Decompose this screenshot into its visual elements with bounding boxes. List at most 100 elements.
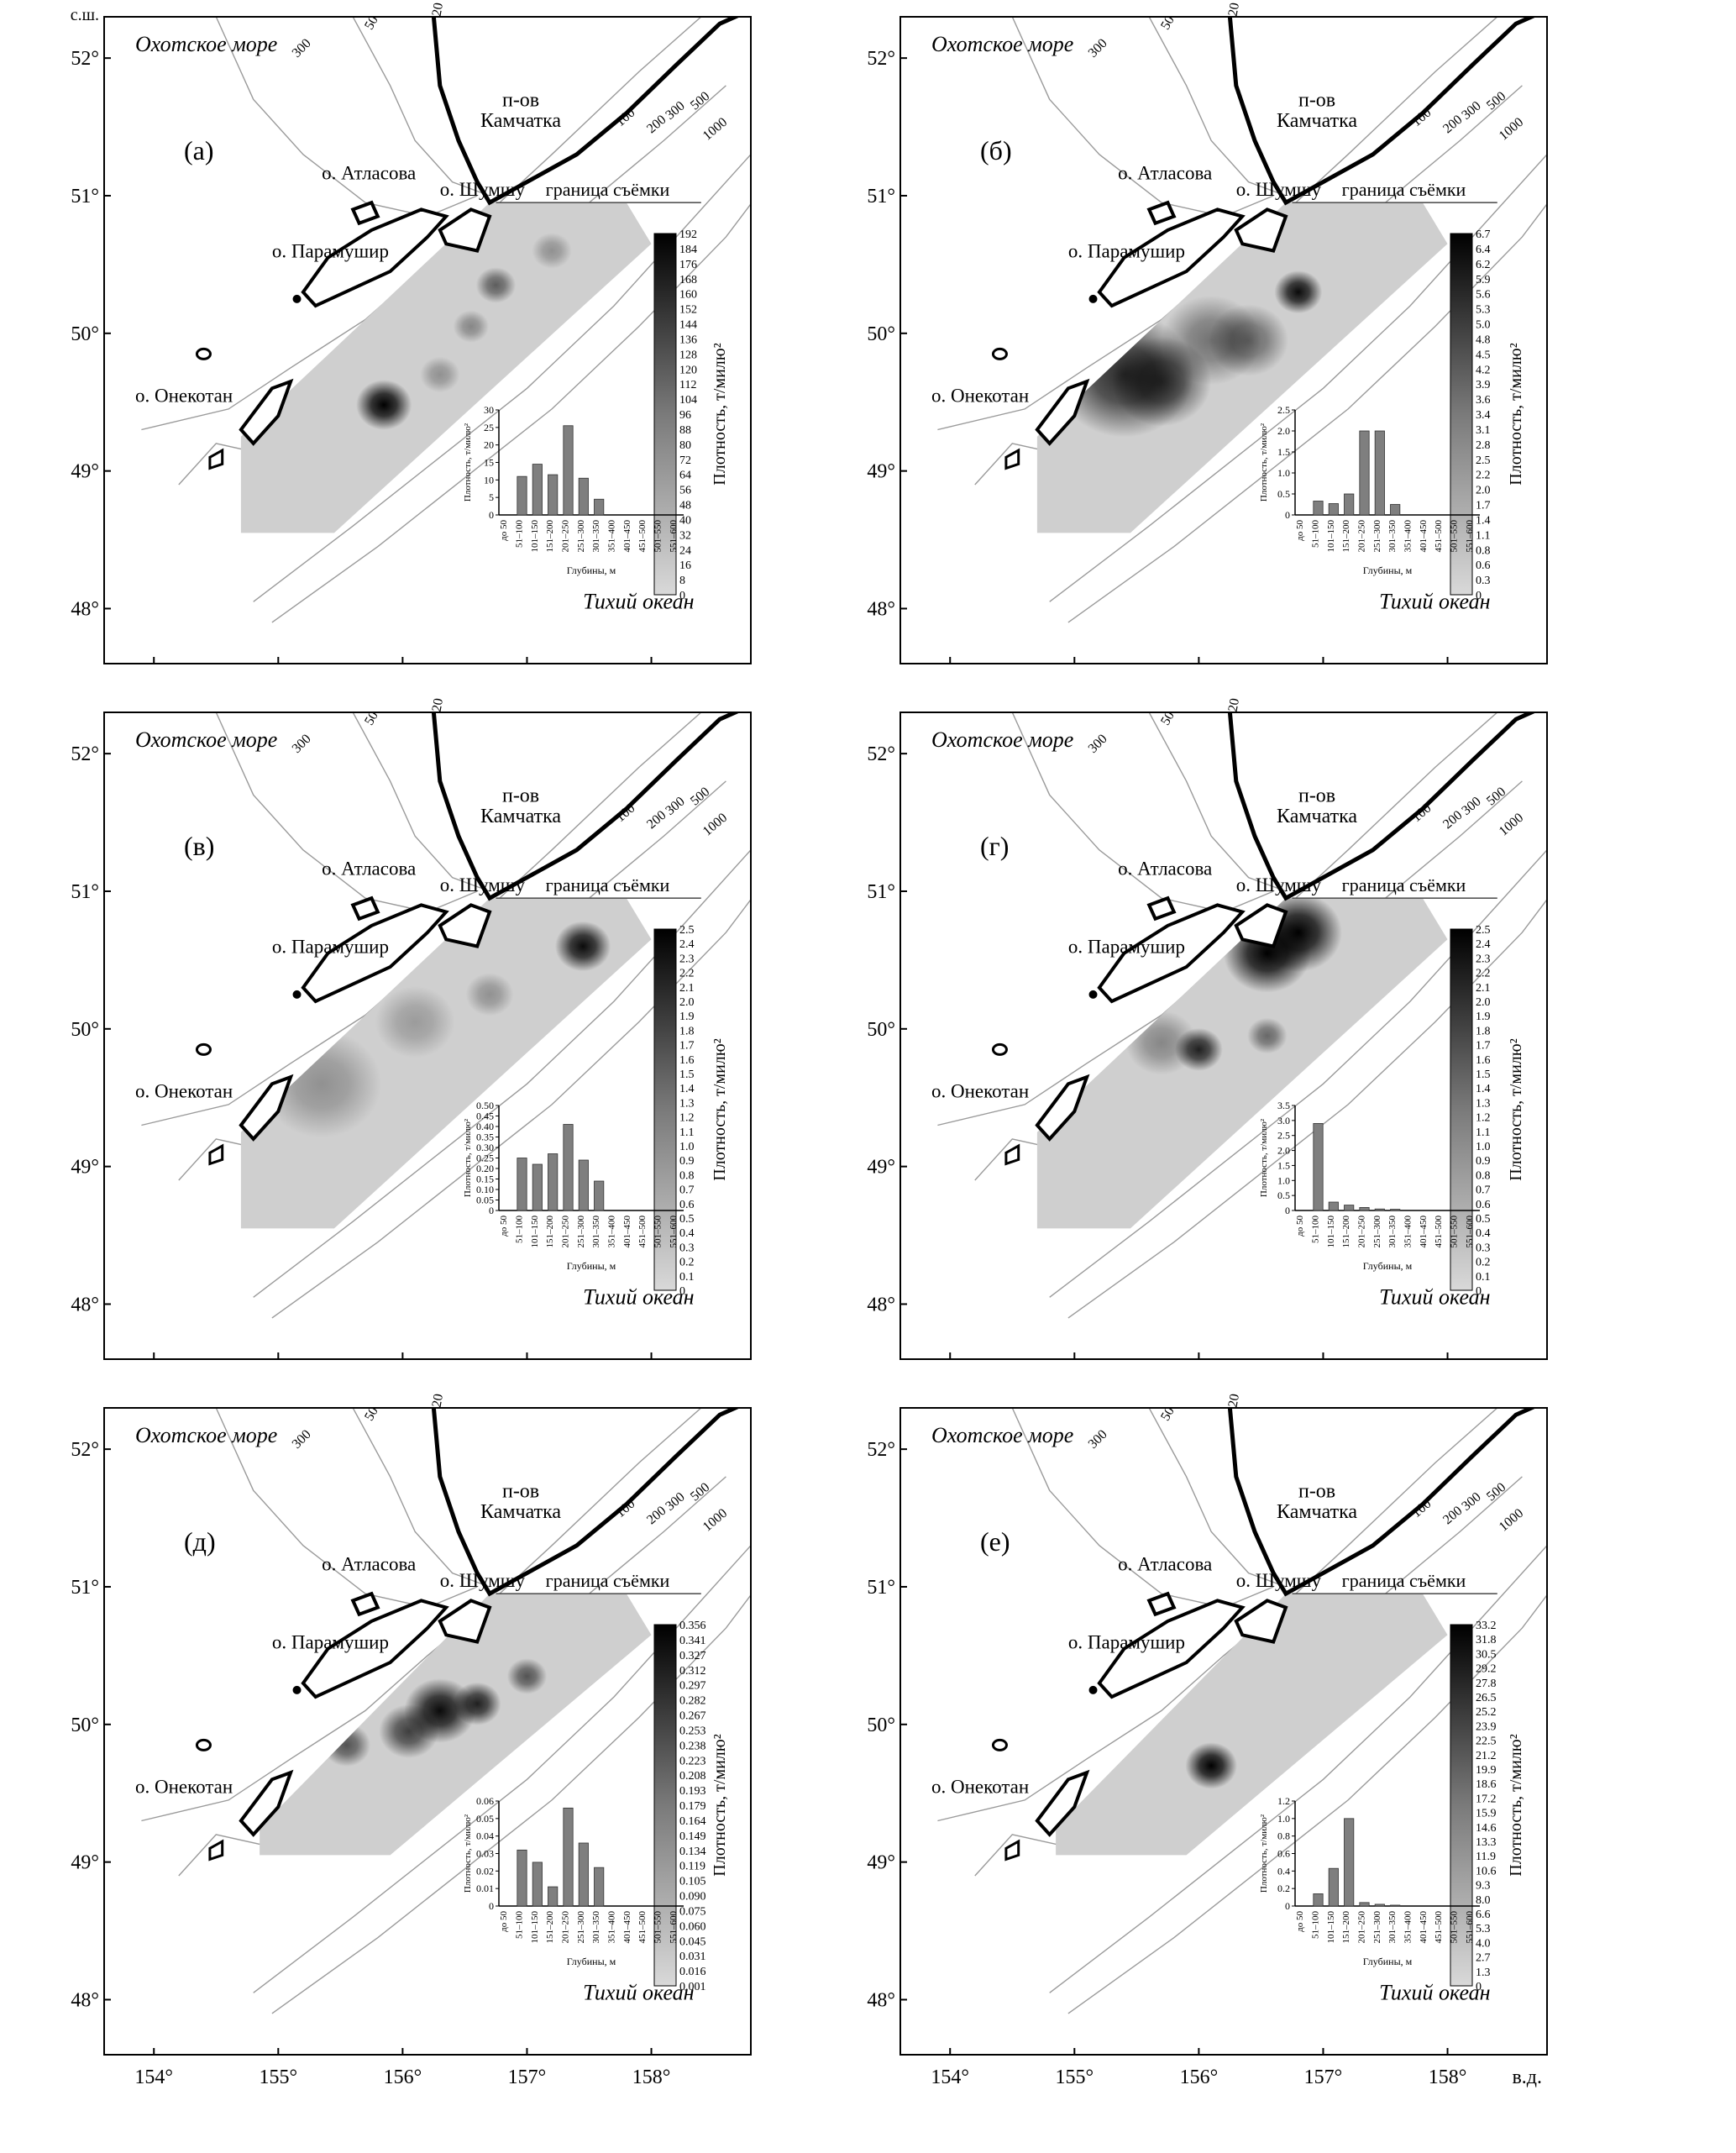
lat-tick-label: 48° [71,1294,99,1315]
colorbar-tick-label: 2.5 [679,924,695,937]
histogram-y-tick-label: 0.2 [1277,1883,1290,1894]
colorbar-tick-label: 1.0 [1476,1141,1491,1153]
histogram-x-tick-label: 301–350 [591,1216,601,1248]
histogram-x-tick-label: 201–250 [561,520,571,553]
island-paramushir-label: о. Парамушир [272,1632,389,1653]
colorbar-title: Плотность, т/милю² [1507,1038,1525,1180]
isobath-label-50: 50 [362,709,381,727]
colorbar-tick-label: 2.1 [679,982,695,995]
colorbar-title: Плотность, т/милю² [1507,343,1525,485]
island-atlasova-label: о. Атласова [322,858,416,879]
histogram-x-tick-label: 201–250 [1357,1216,1367,1248]
survey-boundary-label: граница съёмки [1342,179,1466,200]
histogram-x-tick-label: 401–450 [1419,1911,1429,1944]
colorbar-tick-label: 6.6 [1476,1909,1491,1921]
colorbar-tick-label: 0.016 [679,1966,706,1978]
onekotan-island [239,1769,294,1837]
histogram-x-tick-label: 351–400 [1403,1216,1413,1248]
colorbar-tick-label: 6.7 [1476,228,1491,241]
island-paramushir-label: о. Парамушир [1068,937,1185,958]
colorbar-tick-label: 56 [679,485,691,497]
histogram-x-tick-label: до 50 [1295,1911,1305,1932]
histogram-y-tick-label: 0.15 [476,1174,494,1185]
isobath-line-6 [1148,712,1287,892]
shumshu-island [1234,1599,1288,1644]
isobath-label-500: 500 [688,785,712,808]
map-panel-1: 48° 49° 50° 51° 52° с.ш. Охотское море Тихий ок… [71,2,752,664]
histogram-x-tick-label: 301–350 [1387,1216,1398,1248]
histogram-bar-4 [1344,1818,1355,1907]
colorbar-tick-label: 112 [679,379,696,391]
isobath-label-300-east: 300 [1459,1489,1483,1513]
histogram-x-tick-label: 151–200 [545,520,555,553]
histogram-y-tick-label: 3.0 [1277,1115,1290,1126]
histogram-x-tick-label: 101–150 [1326,1216,1336,1248]
map-frame [899,16,1548,664]
small-island [1004,1839,1020,1862]
histogram-bar-7 [594,1180,605,1211]
histogram-x-tick-label: 151–200 [1341,520,1351,553]
colorbar-tick-label: 0 [679,590,685,602]
histogram-x-tick-label: 551–600 [669,520,679,553]
histogram-ylabel: Плотность, т/милю² [1259,423,1269,501]
colorbar-tick-label: 2.3 [1476,953,1491,965]
histogram-y-tick-label: 1.2 [1277,1795,1290,1807]
isobath-label-300: 300 [290,1427,314,1452]
colorbar-tick-label: 64 [679,470,691,482]
colorbar-tick-label: 1.8 [1476,1025,1491,1037]
island-paramushir-label: о. Парамушир [272,937,389,958]
histogram-x-tick-label: 451–500 [637,1911,648,1944]
map-panel-6: 48° 49° 50° 51° 52° 154° 155° 156° 157° 158° в.д. О… [867,1393,1548,2088]
ocean-label: Тихий океан [1379,1284,1491,1309]
ocean-label: Тихий океан [1379,1980,1491,2004]
colorbar-tick-label: 2.2 [679,968,695,980]
colorbar-tick-label: 1.7 [1476,1040,1491,1053]
colorbar-tick-label: 26.5 [1476,1692,1497,1704]
colorbar-tick-label: 72 [679,454,691,467]
small-island-dot [1088,294,1098,303]
isobath-line-2 [1067,898,1547,1319]
histogram-x-tick-label: 201–250 [1357,520,1367,553]
map-panel-2: 48° 49° 50° 51° 52° Охотское море Тихий океан п… [867,2,1548,664]
histogram-bar-7 [594,1867,605,1907]
isobath-label-50: 50 [1158,13,1177,32]
isobath-label-1000: 1000 [1497,115,1526,144]
density-hotspot-3 [1274,270,1323,314]
panel-letter: (а) [184,135,214,165]
histogram-xlabel: Глубины, м [567,1956,616,1967]
histogram-x-tick-label: 251–300 [576,1216,586,1248]
histogram-x-tick-label: 401–450 [1419,1216,1429,1248]
colorbar-tick-label: 0.282 [679,1695,706,1708]
kamchatka-coastline [431,712,741,901]
colorbar-tick-label: 0.164 [679,1815,706,1828]
colorbar-tick-label: 0.312 [679,1665,706,1678]
lat-tick-label: 51° [867,1577,895,1599]
isobath-label-300: 300 [290,36,314,60]
histogram-x-tick-label: 451–500 [1434,1216,1444,1248]
colorbar-tick-label: 30.5 [1476,1648,1497,1661]
lat-tick-label: 50° [71,1715,99,1736]
colorbar-tick-label: 6.4 [1476,244,1491,256]
lon-tick-label: 157° [508,2066,547,2088]
colorbar [653,1624,677,1987]
histogram-y-tick-label: 1.0 [1277,1813,1290,1825]
colorbar [1450,928,1473,1291]
atlasova-island [1146,1591,1177,1617]
shumshu-island [1234,207,1288,253]
histogram-bar-7 [1390,1904,1401,1907]
isobath-label-20: 20 [1226,697,1243,713]
ocean-label: Тихий океан [583,1980,695,2004]
histogram-y-tick-label: 1.0 [1277,467,1290,479]
histogram-bar-7 [594,498,605,516]
island-shumshu-label: о. Шумшу [440,874,526,895]
island-shumshu-label: о. Шумшу [1236,874,1322,895]
histogram-y-tick-label: 0.4 [1277,1865,1290,1877]
atlasova-island [350,895,380,922]
density-hotspot-1 [1185,1742,1237,1789]
density-hotspot-4 [375,986,455,1058]
colorbar-title: Плотность, т/милю² [711,343,729,485]
histogram-x-tick-label: 251–300 [576,1911,586,1944]
histogram-bar-2 [517,1158,527,1211]
onekotan-island [239,1074,294,1142]
colorbar-tick-label: 2.5 [1476,924,1491,937]
